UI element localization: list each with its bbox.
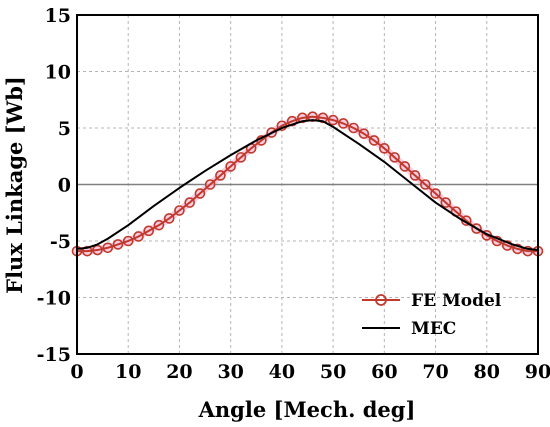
x-tick-label: 10: [115, 361, 141, 383]
data-point-fe-model: [512, 243, 523, 255]
data-point-fe-model: [307, 111, 318, 122]
data-point-fe-model: [501, 240, 513, 251]
data-point-fe-model: [194, 188, 206, 199]
y-tick-label: 0: [58, 175, 71, 197]
data-point-fe-model: [348, 122, 359, 134]
legend-label-mec: MEC: [411, 319, 456, 339]
series-layer: [71, 111, 544, 257]
x-tick-label: 50: [320, 361, 346, 383]
data-point-fe-model: [153, 219, 165, 231]
plot-frame: [76, 14, 539, 355]
x-axis-label: Angle [Mech. deg]: [198, 397, 416, 422]
data-point-fe-model: [399, 161, 411, 172]
data-point-fe-model: [225, 161, 236, 172]
series-line-mec: [76, 119, 539, 252]
legend-marker-fe-model: [375, 294, 387, 306]
data-point-fe-model: [112, 239, 124, 250]
x-tick-label: 0: [70, 361, 83, 383]
data-point-fe-model: [215, 170, 226, 181]
data-point-fe-model: [297, 112, 308, 124]
y-axis-label: Flux Linkage [Wb]: [2, 76, 27, 294]
data-point-fe-model: [420, 179, 431, 190]
data-point-fe-model: [163, 213, 175, 224]
data-point-fe-model: [102, 242, 114, 254]
y-tick-label: 15: [45, 5, 71, 27]
data-point-fe-model: [184, 197, 195, 208]
y-tick-label: -15: [37, 344, 71, 366]
x-tick-label: 60: [371, 361, 397, 383]
data-point-fe-model: [440, 197, 452, 208]
x-tick-label: 30: [217, 361, 243, 383]
data-point-fe-model: [204, 179, 216, 190]
data-point-fe-model: [266, 127, 277, 138]
data-point-fe-model: [379, 143, 390, 154]
data-point-fe-model: [389, 152, 400, 163]
data-point-fe-model: [368, 135, 380, 146]
data-point-fe-model: [338, 118, 349, 129]
data-point-fe-model: [358, 128, 370, 139]
data-point-fe-model: [409, 170, 421, 181]
data-point-fe-model: [92, 244, 103, 256]
data-point-fe-model: [81, 245, 93, 257]
legend-label-fe-model: FE Model: [411, 291, 502, 311]
x-tick-label: 80: [474, 361, 500, 383]
x-tick-label: 90: [525, 361, 550, 383]
data-point-fe-model: [430, 188, 441, 199]
data-point-fe-model: [143, 225, 155, 237]
y-tick-label: -10: [37, 288, 71, 310]
x-tick-label: 40: [269, 361, 295, 383]
y-tick-label: 10: [45, 62, 71, 84]
data-point-fe-model: [522, 245, 534, 257]
y-tick-label: -5: [50, 231, 71, 253]
data-point-fe-model: [174, 205, 185, 216]
data-point-fe-model: [327, 114, 339, 126]
data-point-fe-model: [122, 235, 134, 247]
data-point-fe-model: [133, 231, 144, 242]
y-tick-label: 5: [58, 118, 71, 140]
data-point-fe-model: [286, 115, 298, 127]
data-point-fe-model: [235, 152, 247, 163]
data-point-fe-model: [471, 223, 482, 234]
x-tick-label: 70: [422, 361, 448, 383]
x-tick-label: 20: [166, 361, 192, 383]
legend: FE Model MEC: [362, 291, 502, 339]
